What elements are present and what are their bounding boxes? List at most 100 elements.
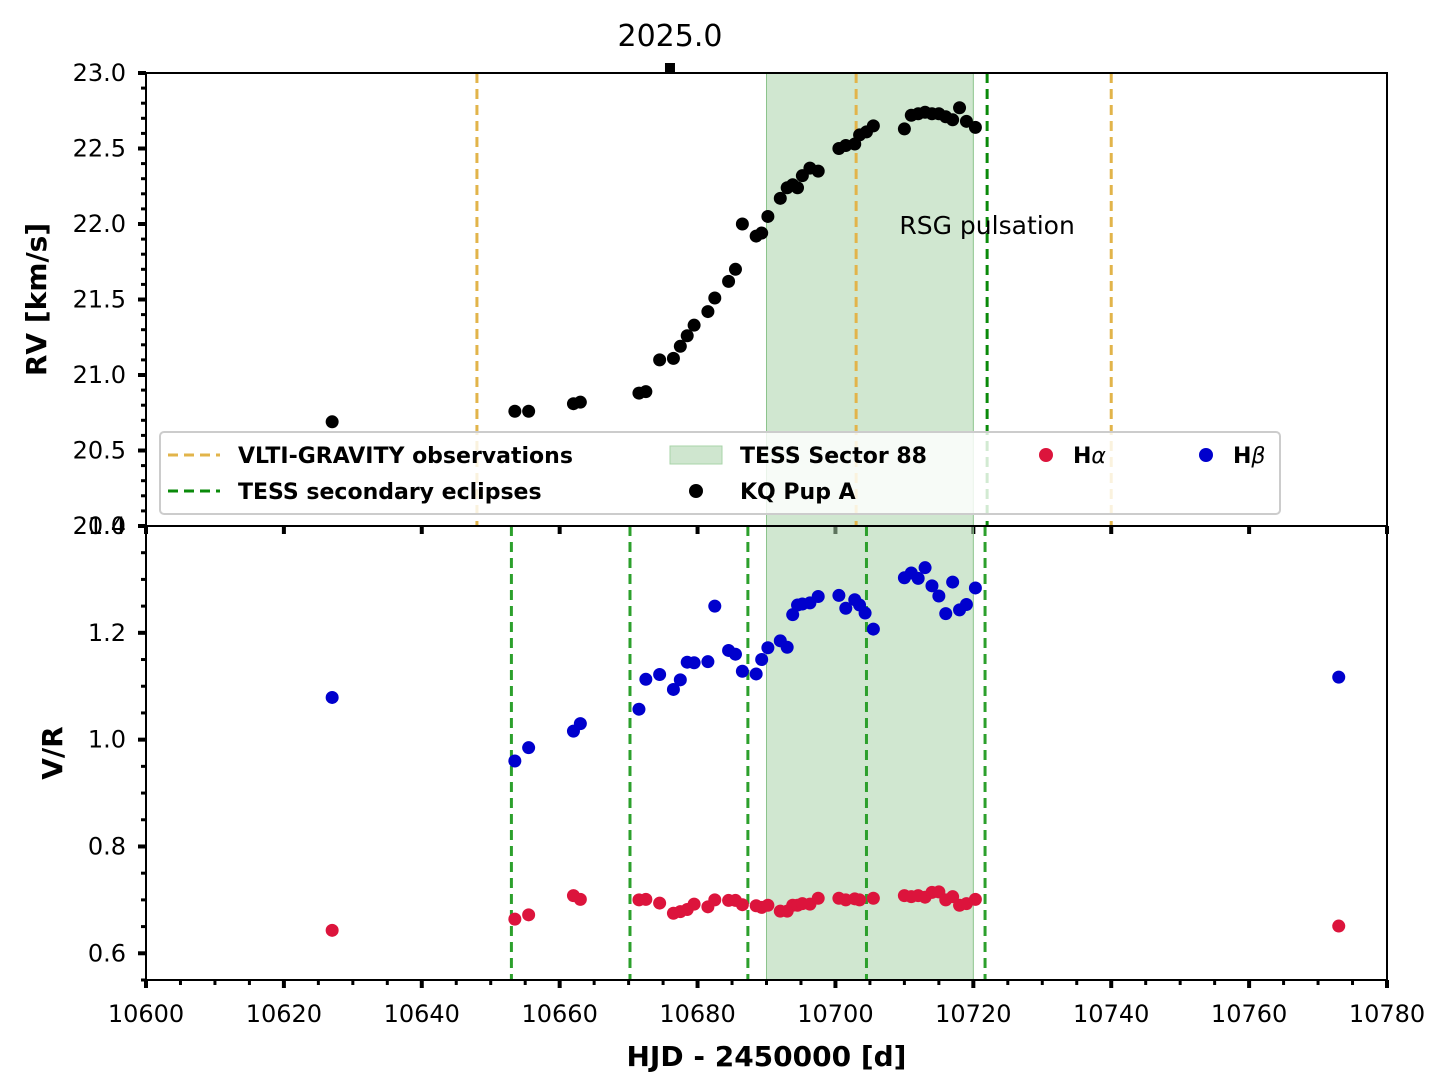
halpha-point xyxy=(508,912,522,926)
hbeta-point xyxy=(866,622,880,636)
legend-label: Hα xyxy=(1073,444,1106,469)
rv-point xyxy=(722,274,736,288)
hbeta-point xyxy=(761,641,775,655)
hbeta-point xyxy=(968,581,982,595)
halpha-point xyxy=(522,908,536,922)
x-tick-label: 10600 xyxy=(108,1000,184,1028)
top-panel: RSG pulsation 20.0 20.5 21.0 21.5 22.0 22.5 23… xyxy=(20,19,1389,540)
hbeta-point xyxy=(911,571,925,585)
rv-point xyxy=(687,318,701,332)
rv-point xyxy=(897,122,911,136)
legend-label: KQ Pup A xyxy=(740,480,856,505)
rv-point xyxy=(728,262,742,276)
halpha-point xyxy=(968,892,982,906)
x-tick-label: 10740 xyxy=(1073,1000,1149,1028)
rv-point xyxy=(773,191,787,205)
hbeta-point xyxy=(666,682,680,696)
hbeta-point xyxy=(755,653,769,667)
rv-point xyxy=(755,226,769,240)
rv-point xyxy=(735,217,749,231)
rv-point xyxy=(708,291,722,305)
x-tick-label: 10780 xyxy=(1349,1000,1425,1028)
hbeta-point xyxy=(932,589,946,603)
rv-point xyxy=(680,329,694,343)
y-tick-label-bottom: 1.4 xyxy=(88,512,126,540)
halpha-point xyxy=(811,891,825,905)
rv-point xyxy=(325,415,339,429)
hbeta-point xyxy=(959,598,973,612)
hbeta-point xyxy=(325,690,339,704)
rv-point xyxy=(761,209,775,223)
legend-box xyxy=(159,431,1281,515)
legend-label-greek: α xyxy=(1091,444,1106,469)
hbeta-point xyxy=(522,741,536,755)
bottom-axes-frame xyxy=(145,525,1388,981)
y-tick-label-bottom: 0.8 xyxy=(88,832,126,860)
legend-handle-marker xyxy=(1039,448,1053,462)
rv-point xyxy=(946,113,960,127)
x-axis-title: HJD - 2450000 [d] xyxy=(627,1040,907,1073)
legend-label-greek: β xyxy=(1250,444,1265,469)
x-tick-label: 10680 xyxy=(659,1000,735,1028)
hbeta-point xyxy=(925,579,939,593)
x-tick-label: 10700 xyxy=(797,1000,873,1028)
halpha-point xyxy=(708,893,722,907)
hbeta-point xyxy=(639,672,653,686)
y-tick-label-bottom: 1.2 xyxy=(88,619,126,647)
rsg-pulsation-annotation: RSG pulsation xyxy=(899,211,1074,240)
y-tick-label-top: 22.5 xyxy=(73,135,126,163)
halpha-point xyxy=(735,898,749,912)
x-tick-label: 10760 xyxy=(1211,1000,1287,1028)
hbeta-point xyxy=(832,588,846,602)
hbeta-point xyxy=(1332,670,1346,684)
hbeta-point xyxy=(673,673,687,687)
legend: VLTI-GRAVITY observations TESS secondary … xyxy=(159,431,1281,515)
legend-handle-marker xyxy=(1199,448,1213,462)
hbeta-point xyxy=(946,575,960,589)
hbeta-point xyxy=(632,702,646,716)
y-axis-title-rv: RV [km/s] xyxy=(20,223,53,376)
rv-point xyxy=(811,164,825,178)
rv-point xyxy=(968,120,982,134)
halpha-point xyxy=(639,892,653,906)
rv-point xyxy=(508,404,522,418)
y-tick-label-top: 22.0 xyxy=(73,210,126,238)
hbeta-point xyxy=(918,561,932,575)
hbeta-point xyxy=(653,667,667,681)
halpha-point xyxy=(325,923,339,937)
halpha-point xyxy=(866,891,880,905)
y-tick-label-top: 20.5 xyxy=(73,437,126,465)
y-tick-label-top: 23.0 xyxy=(73,59,126,87)
hbeta-point xyxy=(708,599,722,613)
hbeta-point xyxy=(839,601,853,615)
rv-point xyxy=(573,395,587,409)
rv-point xyxy=(639,385,653,399)
halpha-point xyxy=(573,892,587,906)
rv-point xyxy=(953,101,967,115)
halpha-point xyxy=(853,893,867,907)
vertical-lines-bottom xyxy=(509,526,987,980)
halpha-point xyxy=(1332,919,1346,933)
halpha-point xyxy=(687,897,701,911)
halpha-point xyxy=(653,896,667,910)
halpha-point xyxy=(761,898,775,912)
x-tick-label: 10640 xyxy=(384,1000,460,1028)
y-tick-label-top: 21.5 xyxy=(73,286,126,314)
vr-points xyxy=(325,561,1346,937)
hbeta-point xyxy=(786,608,800,622)
hbeta-point xyxy=(701,655,715,669)
legend-label: TESS secondary eclipses xyxy=(238,480,542,505)
legend-label: TESS Sector 88 xyxy=(740,444,927,469)
hbeta-point xyxy=(858,606,872,620)
hbeta-point xyxy=(728,647,742,661)
top-axis-date-marker: 2025.0 xyxy=(617,19,722,73)
x-tick-label: 10720 xyxy=(935,1000,1011,1028)
hbeta-point xyxy=(749,667,763,681)
top-axis-tick xyxy=(664,63,675,73)
y-axis-title-vr: V/R xyxy=(36,726,69,779)
legend-handle-marker xyxy=(689,484,703,498)
y-tick-label-bottom: 0.6 xyxy=(88,939,126,967)
legend-label: Hβ xyxy=(1233,444,1265,469)
x-tick-label: 10620 xyxy=(246,1000,322,1028)
